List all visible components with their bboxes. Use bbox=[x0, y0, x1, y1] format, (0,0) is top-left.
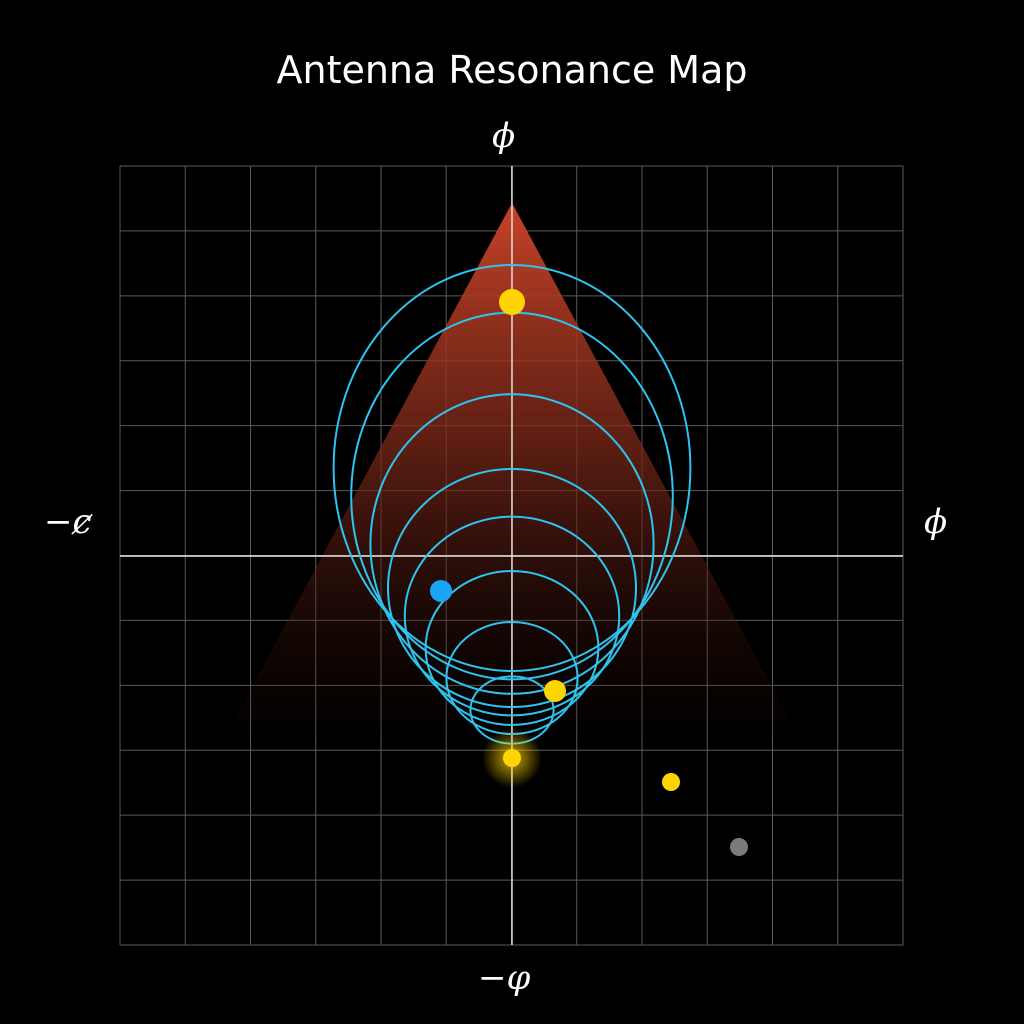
axis-label-right: ϕ bbox=[924, 502, 948, 542]
resonance-curve bbox=[387, 468, 637, 708]
diagram-title: Antenna Resonance Map bbox=[276, 48, 748, 92]
resonance-curve bbox=[369, 393, 655, 695]
resonance-curve bbox=[424, 570, 600, 726]
resonance-curve bbox=[332, 264, 692, 672]
axis-label-bottom: −φ bbox=[478, 958, 531, 998]
top-yellow-marker bbox=[499, 289, 525, 315]
focus-yellow-marker bbox=[503, 749, 521, 767]
resonance-curve bbox=[403, 515, 621, 717]
axis-label-top: ϕ bbox=[492, 116, 516, 156]
axis-label-left: −ȼ bbox=[44, 502, 92, 542]
inner-yellow-marker bbox=[544, 680, 566, 702]
gray-marker bbox=[730, 838, 748, 856]
outer-yellow-marker bbox=[662, 773, 680, 791]
blue-marker bbox=[430, 580, 452, 602]
